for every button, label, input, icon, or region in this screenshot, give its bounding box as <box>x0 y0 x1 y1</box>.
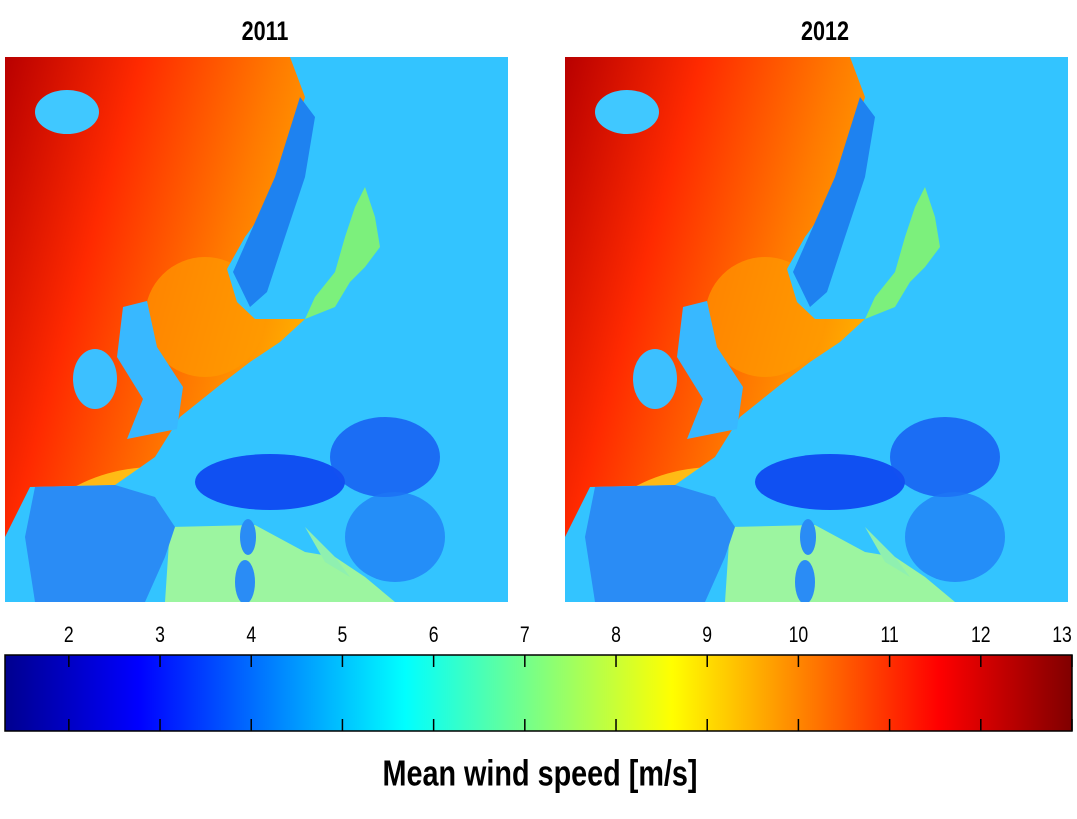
tick-label: 13 <box>1052 623 1072 647</box>
scandinavia-mountains <box>233 97 315 307</box>
ireland <box>73 349 117 409</box>
tick-label: 4 <box>246 623 256 647</box>
iceland <box>595 90 659 134</box>
tick-label: 8 <box>611 623 621 647</box>
map <box>565 57 1068 602</box>
mediterranean <box>165 525 395 602</box>
carpathians <box>330 417 440 497</box>
baltic-sea <box>865 187 940 319</box>
adriatic <box>305 527 350 577</box>
tick-label: 2 <box>64 623 74 647</box>
corsica <box>240 519 256 555</box>
sardinia <box>795 560 815 602</box>
tick-label: 12 <box>971 623 991 647</box>
tick-label: 7 <box>520 623 530 647</box>
sardinia <box>235 560 255 602</box>
iceland <box>35 90 99 134</box>
balkans <box>905 492 1005 582</box>
tick-label: 6 <box>429 623 439 647</box>
tick-label: 9 <box>702 623 712 647</box>
corsica <box>800 519 816 555</box>
tick-label: 5 <box>338 623 348 647</box>
alps <box>755 454 905 510</box>
mediterranean <box>725 525 955 602</box>
tick-label: 10 <box>789 623 809 647</box>
iberia <box>585 485 735 602</box>
scandinavia-mountains <box>793 97 875 307</box>
carpathians <box>890 417 1000 497</box>
balkans <box>345 492 445 582</box>
great-britain <box>677 301 743 439</box>
tick-label: 3 <box>155 623 165 647</box>
panel-title: 2012 <box>801 17 849 47</box>
great-britain <box>117 301 183 439</box>
panel-title: 2011 <box>242 17 289 47</box>
colorbar <box>4 654 1073 732</box>
tick-label: 11 <box>880 623 898 647</box>
alps <box>195 454 345 510</box>
map <box>5 57 508 602</box>
ireland <box>633 349 677 409</box>
adriatic <box>865 527 910 577</box>
baltic-sea <box>305 187 380 319</box>
iberia <box>25 485 175 602</box>
colorbar-label: Mean wind speed [m/s] <box>382 752 697 793</box>
